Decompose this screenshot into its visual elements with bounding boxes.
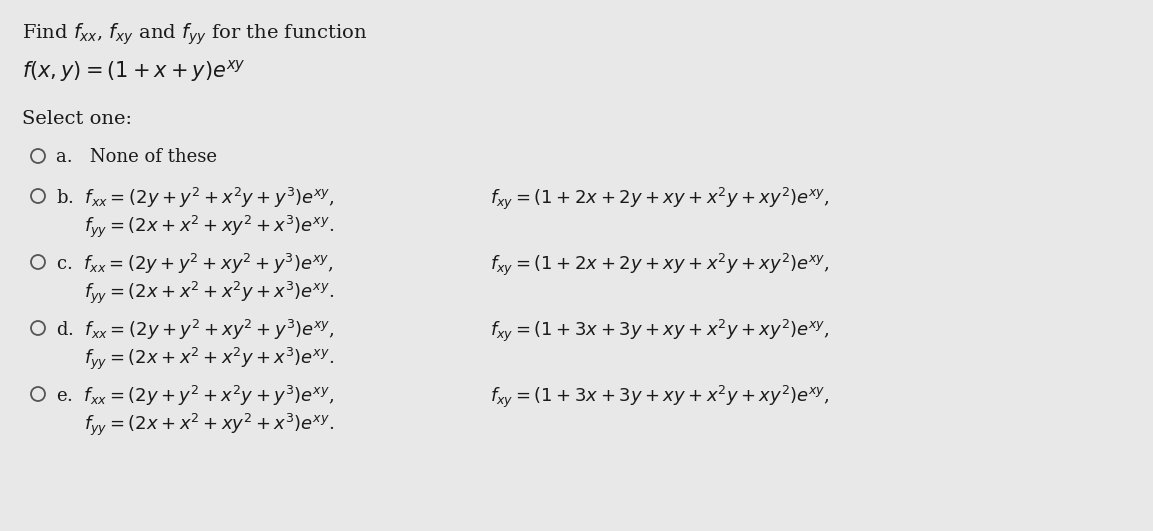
Text: e.  $f_{xx} = (2y + y^2 + x^2y + y^3)e^{xy}$,: e. $f_{xx} = (2y + y^2 + x^2y + y^3)e^{x… <box>56 384 334 408</box>
Text: c.  $f_{xx} = (2y + y^2 + xy^2 + y^3)e^{xy}$,: c. $f_{xx} = (2y + y^2 + xy^2 + y^3)e^{x… <box>56 252 333 276</box>
Text: Select one:: Select one: <box>22 110 131 128</box>
Text: a.   None of these: a. None of these <box>56 148 217 166</box>
Text: $f_{yy} = (2x + x^2 + xy^2 + x^3)e^{xy}$.: $f_{yy} = (2x + x^2 + xy^2 + x^3)e^{xy}$… <box>84 412 334 438</box>
Text: $f_{xy} = (1 + 2x + 2y + xy + x^2y + xy^2)e^{xy}$,: $f_{xy} = (1 + 2x + 2y + xy + x^2y + xy^… <box>490 186 830 212</box>
Text: $f_{yy} = (2x + x^2 + x^2y + x^3)e^{xy}$.: $f_{yy} = (2x + x^2 + x^2y + x^3)e^{xy}$… <box>84 280 334 306</box>
Text: d.  $f_{xx} = (2y + y^2 + xy^2 + y^3)e^{xy}$,: d. $f_{xx} = (2y + y^2 + xy^2 + y^3)e^{x… <box>56 318 334 342</box>
Text: Find $f_{xx}$, $f_{xy}$ and $f_{yy}$ for the function: Find $f_{xx}$, $f_{xy}$ and $f_{yy}$ for… <box>22 22 367 47</box>
Text: $f_{yy} = (2x + x^2 + xy^2 + x^3)e^{xy}$.: $f_{yy} = (2x + x^2 + xy^2 + x^3)e^{xy}$… <box>84 214 334 241</box>
Text: $f_{xy} = (1 + 3x + 3y + xy + x^2y + xy^2)e^{xy}$,: $f_{xy} = (1 + 3x + 3y + xy + x^2y + xy^… <box>490 384 830 410</box>
Text: $f_{xy} = (1 + 3x + 3y + xy + x^2y + xy^2)e^{xy}$,: $f_{xy} = (1 + 3x + 3y + xy + x^2y + xy^… <box>490 318 830 344</box>
Text: b.  $f_{xx} = (2y + y^2 + x^2y + y^3)e^{xy}$,: b. $f_{xx} = (2y + y^2 + x^2y + y^3)e^{x… <box>56 186 334 210</box>
Text: $f_{xy} = (1 + 2x + 2y + xy + x^2y + xy^2)e^{xy}$,: $f_{xy} = (1 + 2x + 2y + xy + x^2y + xy^… <box>490 252 830 278</box>
Text: $f_{yy} = (2x + x^2 + x^2y + x^3)e^{xy}$.: $f_{yy} = (2x + x^2 + x^2y + x^3)e^{xy}$… <box>84 346 334 372</box>
Text: $f(x, y) = (1 + x + y)e^{xy}$: $f(x, y) = (1 + x + y)e^{xy}$ <box>22 58 246 84</box>
